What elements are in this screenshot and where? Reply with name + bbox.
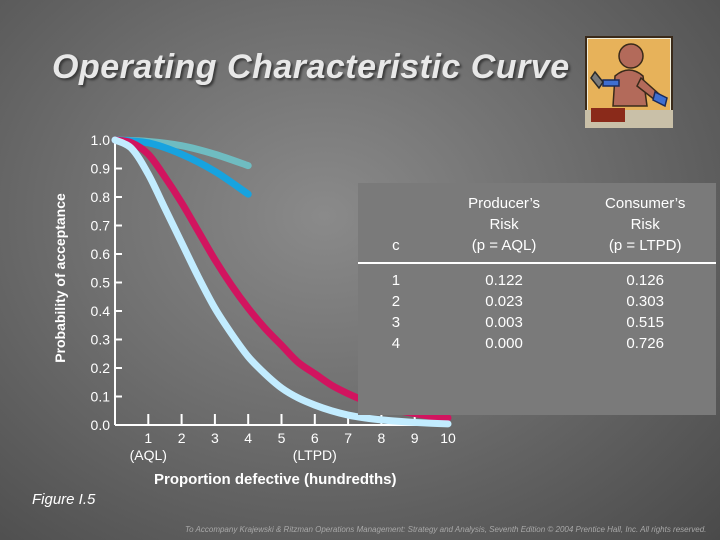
x-tick-label: 6: [311, 430, 319, 446]
table-row: 1 2 3 4 0.122 0.023 0.003 0.000 0.126 0.…: [358, 263, 716, 354]
table-header-producer-risk: Producer’s Risk (p = AQL): [433, 183, 575, 264]
x-tick-label: 1: [144, 430, 152, 446]
y-tick-label: 0.4: [91, 303, 111, 319]
cell-consumer-risk: 0.303: [626, 293, 664, 310]
cell-consumer-risk: 0.726: [626, 335, 664, 352]
risk-table: c Producer’s Risk (p = AQL) Consumer’s R…: [358, 183, 716, 415]
y-tick-label: 1.0: [91, 132, 111, 148]
x-tick-label: 8: [378, 430, 386, 446]
y-axis-label: Probability of acceptance: [52, 193, 68, 363]
x-tick-label: 5: [278, 430, 286, 446]
y-tick-label: 0.1: [91, 389, 111, 405]
cell-c: 2: [391, 293, 401, 310]
cell-consumer-risk: 0.515: [626, 314, 664, 331]
x-tick-label: 9: [411, 430, 419, 446]
cell-producer-risk: 0.000: [485, 335, 523, 352]
table-header-consumer-risk: Consumer’s Risk (p = LTPD): [574, 183, 716, 264]
cell-c: 3: [391, 314, 401, 331]
slide-title: Operating Characteristic Curve: [52, 48, 570, 86]
y-tick-label: 0.5: [91, 275, 111, 291]
y-tick-label: 0.2: [91, 360, 111, 376]
y-tick-label: 0.3: [91, 332, 111, 348]
footer-credit: To Accompany Krajewski & Ritzman Operati…: [185, 525, 707, 534]
cell-producer-risk: 0.003: [485, 314, 523, 331]
cell-producer-risk: 0.023: [485, 293, 523, 310]
table-header-c: c: [358, 183, 434, 264]
x-tick-label: 10: [440, 430, 456, 446]
cell-producer-risk: 0.122: [485, 272, 523, 289]
cell-c: 4: [391, 335, 401, 352]
y-tick-label: 0.9: [91, 161, 111, 177]
y-tick-label: 0.8: [91, 189, 111, 205]
series-line-c3: [111, 136, 252, 198]
figure-label: Figure I.5: [32, 491, 96, 508]
cell-c: 1: [391, 272, 401, 289]
worker-with-wrench-icon: [585, 36, 673, 128]
x-axis-label: Proportion defective (hundredths): [154, 471, 397, 488]
y-tick-label: 0.0: [91, 417, 111, 433]
series-line-c1: [111, 136, 452, 428]
x-sublabel: (AQL): [130, 447, 167, 463]
x-tick-label: 7: [344, 430, 352, 446]
x-tick-label: 2: [178, 430, 186, 446]
x-sublabel: (LTPD): [293, 447, 337, 463]
y-tick-label: 0.6: [91, 246, 111, 262]
y-tick-label: 0.7: [91, 218, 111, 234]
x-tick-label: 3: [211, 430, 219, 446]
x-tick-label: 4: [244, 430, 252, 446]
cell-consumer-risk: 0.126: [626, 272, 664, 289]
